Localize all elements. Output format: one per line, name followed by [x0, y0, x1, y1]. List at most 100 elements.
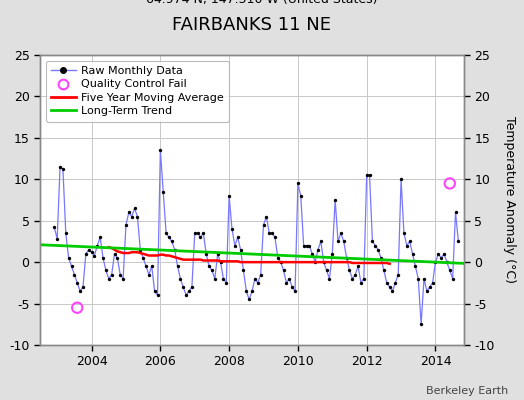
- Legend: Raw Monthly Data, Quality Control Fail, Five Year Moving Average, Long-Term Tren: Raw Monthly Data, Quality Control Fail, …: [46, 60, 230, 122]
- Point: [70, 271, 79, 278]
- Point: [231, 242, 239, 249]
- Point: [256, 271, 265, 278]
- Point: [371, 242, 379, 249]
- Point: [297, 193, 305, 199]
- Point: [431, 259, 440, 265]
- Point: [454, 238, 463, 245]
- Point: [179, 284, 188, 290]
- Point: [386, 284, 394, 290]
- Point: [305, 242, 313, 249]
- Point: [76, 288, 84, 294]
- Point: [148, 263, 156, 270]
- Point: [449, 276, 457, 282]
- Point: [176, 276, 184, 282]
- Point: [400, 230, 408, 236]
- Point: [294, 180, 302, 187]
- Point: [425, 284, 434, 290]
- Point: [408, 251, 417, 257]
- Point: [130, 205, 139, 212]
- Point: [429, 280, 437, 286]
- Point: [445, 180, 454, 187]
- Point: [119, 276, 127, 282]
- Point: [420, 276, 428, 282]
- Point: [394, 271, 402, 278]
- Point: [234, 234, 242, 240]
- Point: [383, 280, 391, 286]
- Point: [262, 213, 270, 220]
- Point: [154, 292, 162, 298]
- Point: [259, 222, 268, 228]
- Point: [254, 280, 262, 286]
- Point: [82, 251, 90, 257]
- Point: [159, 188, 167, 195]
- Point: [311, 259, 319, 265]
- Point: [62, 230, 70, 236]
- Point: [99, 255, 107, 261]
- Point: [136, 246, 145, 253]
- Point: [325, 276, 334, 282]
- Point: [125, 209, 133, 216]
- Point: [53, 236, 61, 242]
- Point: [443, 259, 451, 265]
- Point: [90, 252, 99, 259]
- Point: [239, 267, 248, 274]
- Point: [250, 276, 259, 282]
- Point: [331, 197, 340, 203]
- Point: [365, 172, 374, 178]
- Point: [337, 230, 345, 236]
- Title: FAIRBANKS 11 NE: FAIRBANKS 11 NE: [172, 16, 332, 34]
- Point: [445, 267, 454, 274]
- Point: [170, 246, 179, 253]
- Point: [242, 288, 250, 294]
- Point: [216, 259, 225, 265]
- Point: [142, 263, 150, 270]
- Point: [73, 304, 81, 311]
- Point: [377, 255, 385, 261]
- Point: [162, 230, 170, 236]
- Point: [205, 263, 213, 270]
- Point: [225, 193, 233, 199]
- Point: [165, 234, 173, 240]
- Point: [402, 242, 411, 249]
- Point: [84, 246, 93, 253]
- Point: [185, 288, 193, 294]
- Point: [245, 296, 254, 303]
- Point: [213, 251, 222, 257]
- Point: [451, 209, 460, 216]
- Point: [351, 271, 359, 278]
- Point: [145, 271, 153, 278]
- Point: [188, 284, 196, 290]
- Point: [374, 246, 383, 253]
- Point: [302, 242, 311, 249]
- Point: [343, 255, 351, 261]
- Point: [59, 166, 67, 172]
- Point: [133, 213, 141, 220]
- Point: [96, 234, 104, 240]
- Point: [191, 230, 199, 236]
- Point: [79, 284, 87, 290]
- Point: [314, 246, 322, 253]
- Point: [211, 276, 219, 282]
- Point: [288, 284, 297, 290]
- Point: [368, 238, 377, 245]
- Point: [202, 251, 211, 257]
- Point: [173, 263, 182, 270]
- Point: [168, 238, 176, 245]
- Point: [50, 224, 59, 230]
- Point: [391, 280, 399, 286]
- Point: [56, 164, 64, 170]
- Point: [268, 230, 276, 236]
- Point: [265, 230, 274, 236]
- Point: [68, 263, 76, 270]
- Point: [113, 255, 122, 261]
- Point: [423, 288, 431, 294]
- Point: [199, 230, 208, 236]
- Point: [139, 255, 147, 261]
- Point: [73, 280, 81, 286]
- Point: [271, 234, 279, 240]
- Point: [222, 280, 231, 286]
- Point: [285, 276, 293, 282]
- Point: [397, 176, 405, 182]
- Point: [406, 238, 414, 245]
- Point: [150, 288, 159, 294]
